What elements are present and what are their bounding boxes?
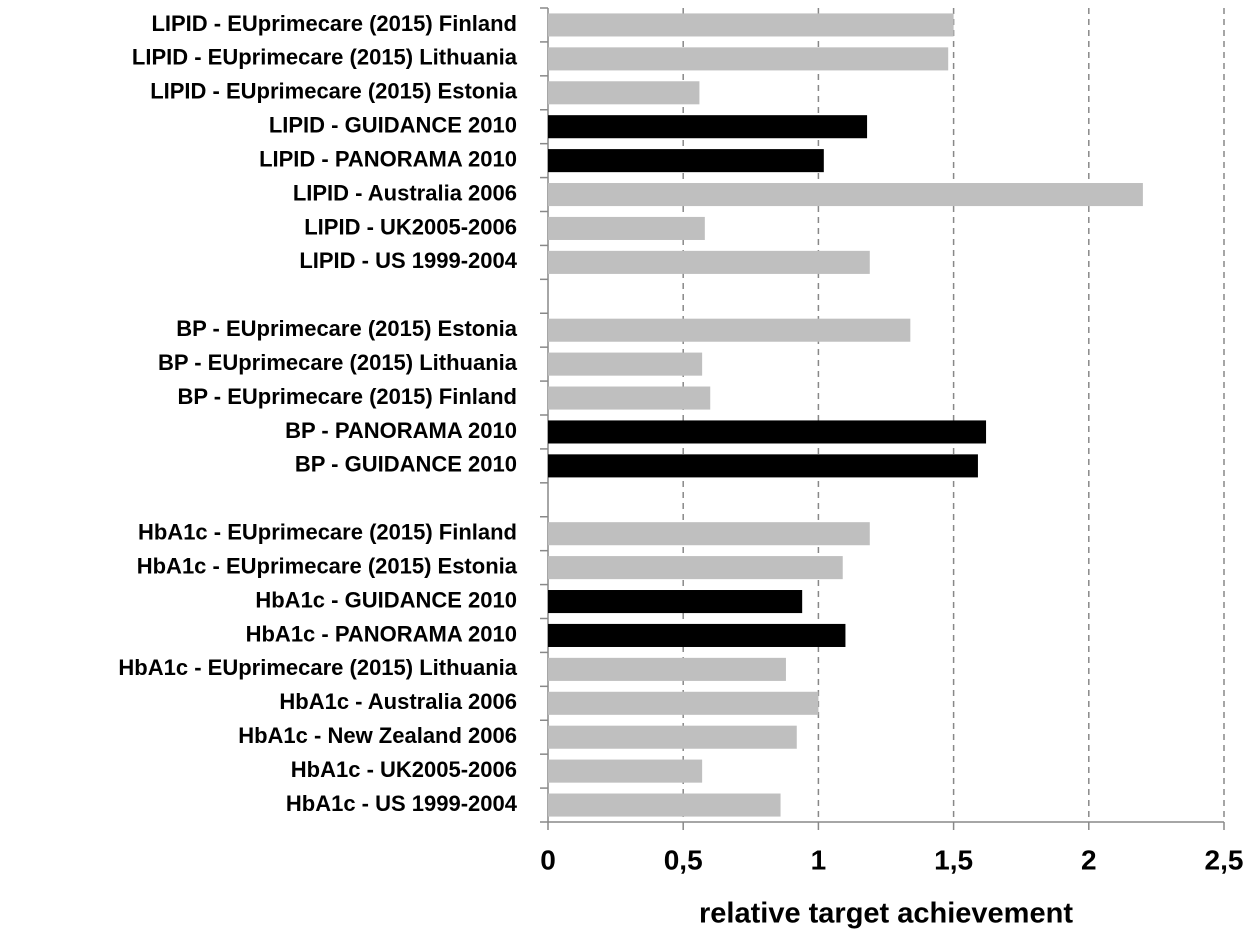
bar (548, 759, 703, 783)
bar (548, 454, 978, 478)
y-tick-label: HbA1c - UK2005-2006 (291, 757, 517, 782)
x-tick-label: 2 (1081, 844, 1097, 875)
x-tick-label: 0 (540, 844, 556, 875)
bar (548, 725, 797, 749)
bar (548, 691, 819, 715)
y-tick-label: HbA1c - GUIDANCE 2010 (255, 587, 517, 612)
bar (548, 352, 703, 376)
bar (548, 47, 949, 71)
y-tick-label: HbA1c - EUprimecare (2015) Lithuania (118, 655, 517, 680)
bar (548, 657, 786, 681)
y-tick-label: BP - GUIDANCE 2010 (295, 452, 517, 477)
bar (548, 250, 870, 274)
y-tick-label: LIPID - PANORAMA 2010 (259, 146, 517, 171)
y-tick-label: LIPID - EUprimecare (2015) Lithuania (132, 45, 518, 70)
bar (548, 216, 705, 240)
bar (548, 318, 911, 342)
bar (548, 420, 987, 444)
x-tick-label: 1 (811, 844, 827, 875)
y-tick-label: LIPID - GUIDANCE 2010 (269, 113, 517, 138)
x-tick-label: 1,5 (934, 844, 973, 875)
y-tick-label: HbA1c - EUprimecare (2015) Finland (138, 520, 517, 545)
y-tick-label: LIPID - EUprimecare (2015) Finland (151, 11, 517, 36)
bar (548, 386, 711, 410)
y-tick-label: LIPID - UK2005-2006 (304, 214, 517, 239)
y-tick-label: LIPID - EUprimecare (2015) Estonia (150, 79, 518, 104)
y-tick-label: BP - EUprimecare (2015) Lithuania (158, 350, 518, 375)
bar (548, 793, 781, 817)
y-tick-label: HbA1c - PANORAMA 2010 (246, 621, 517, 646)
y-tick-label: BP - EUprimecare (2015) Finland (178, 384, 518, 409)
bar (548, 149, 824, 173)
bar (548, 623, 846, 647)
x-axis-title: relative target achievement (699, 898, 1073, 930)
y-tick-label: BP - EUprimecare (2015) Estonia (176, 316, 517, 341)
x-tick-label: 0,5 (664, 844, 703, 875)
bar (548, 115, 868, 139)
y-tick-label: HbA1c - New Zealand 2006 (238, 723, 517, 748)
bar (548, 81, 700, 105)
y-tick-label: LIPID - Australia 2006 (293, 180, 517, 205)
y-tick-label: HbA1c - EUprimecare (2015) Estonia (137, 553, 518, 578)
bar (548, 13, 954, 37)
bar (548, 590, 803, 614)
bar (548, 522, 870, 546)
bar (548, 556, 843, 580)
y-tick-label: LIPID - US 1999-2004 (299, 248, 517, 273)
x-tick-label: 2,5 (1205, 844, 1244, 875)
y-tick-label: HbA1c - Australia 2006 (279, 689, 517, 714)
y-tick-label: HbA1c - US 1999-2004 (286, 791, 518, 816)
y-tick-label: BP - PANORAMA 2010 (285, 418, 517, 443)
bar (548, 183, 1143, 207)
